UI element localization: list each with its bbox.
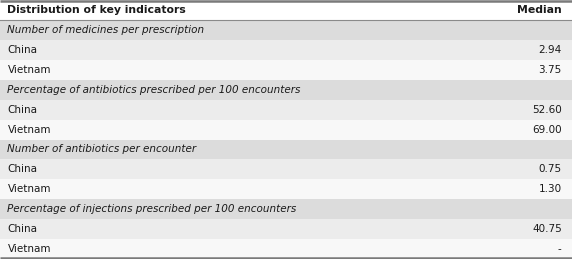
Bar (0, 219, 572, 239)
Text: Distribution of key indicators: Distribution of key indicators (7, 5, 186, 15)
Text: 52.60: 52.60 (532, 105, 562, 115)
Text: Vietnam: Vietnam (7, 184, 51, 194)
Bar (0, 20, 572, 40)
Text: China: China (7, 224, 37, 234)
Bar (0, 60, 572, 80)
Text: Vietnam: Vietnam (7, 65, 51, 75)
Text: Percentage of injections prescribed per 100 encounters: Percentage of injections prescribed per … (7, 204, 297, 214)
Bar (0, 239, 572, 259)
Bar (0, 140, 572, 160)
Bar (0, 160, 572, 179)
Text: 1.30: 1.30 (539, 184, 562, 194)
Text: China: China (7, 105, 37, 115)
Text: Number of medicines per prescription: Number of medicines per prescription (7, 25, 205, 35)
Text: Vietnam: Vietnam (7, 125, 51, 134)
Text: -: - (558, 244, 562, 254)
Text: Number of antibiotics per encounter: Number of antibiotics per encounter (7, 145, 197, 154)
Text: 40.75: 40.75 (532, 224, 562, 234)
Bar (0, 0, 572, 20)
Text: 69.00: 69.00 (532, 125, 562, 134)
Text: 2.94: 2.94 (538, 45, 562, 55)
Bar (0, 179, 572, 199)
Text: Vietnam: Vietnam (7, 244, 51, 254)
Text: Median: Median (517, 5, 562, 15)
Bar (0, 199, 572, 219)
Text: 3.75: 3.75 (538, 65, 562, 75)
Bar (0, 100, 572, 120)
Text: Percentage of antibiotics prescribed per 100 encounters: Percentage of antibiotics prescribed per… (7, 85, 301, 95)
Bar (0, 40, 572, 60)
Bar (0, 120, 572, 140)
Bar (0, 80, 572, 100)
Text: China: China (7, 164, 37, 174)
Text: China: China (7, 45, 37, 55)
Text: 0.75: 0.75 (539, 164, 562, 174)
